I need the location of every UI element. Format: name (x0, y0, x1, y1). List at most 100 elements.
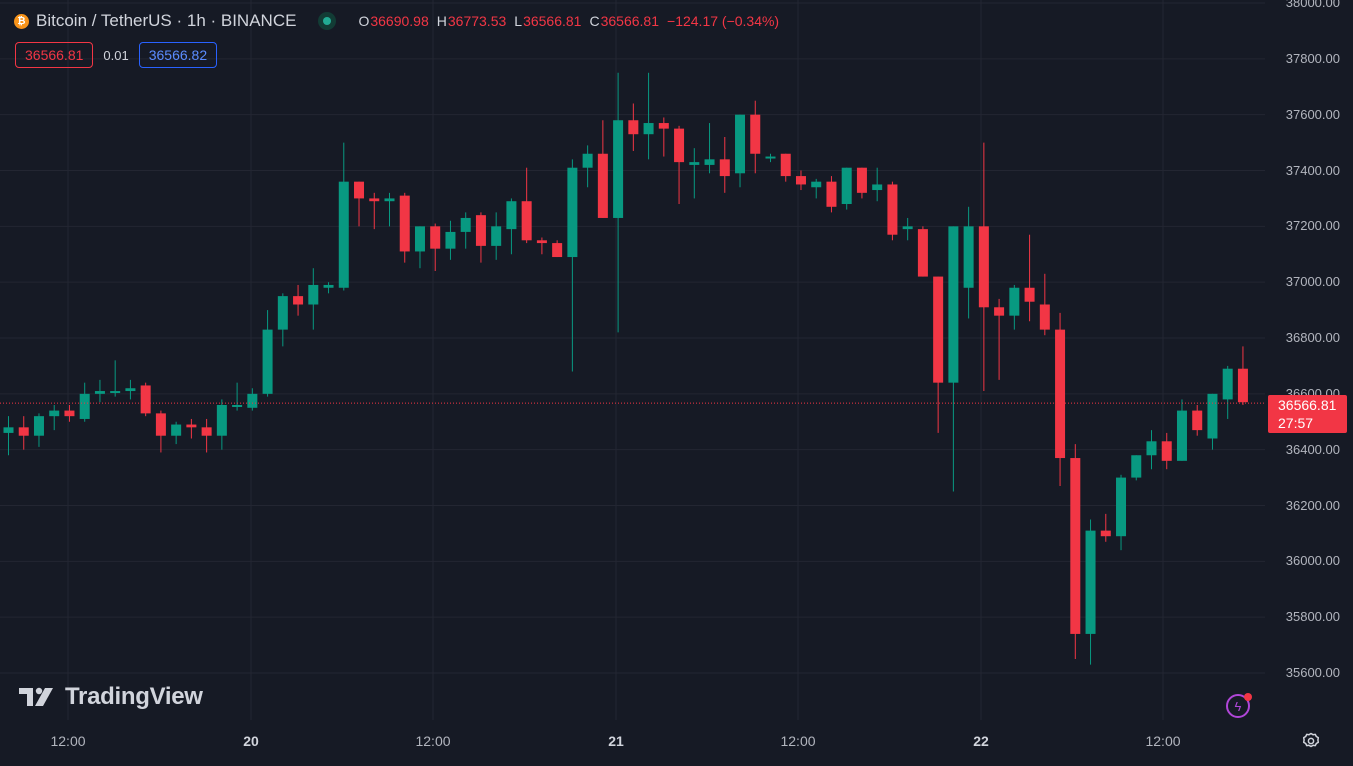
candle-down (475, 212, 486, 263)
price-axis-label: 37400.00 (1285, 162, 1340, 178)
candle-body (521, 201, 532, 241)
candle-up (79, 382, 90, 422)
sell-button[interactable]: 36566.81 (15, 42, 94, 68)
price-axis-label: 36200.00 (1285, 497, 1340, 513)
candle-body (994, 307, 1005, 316)
candle-body (1024, 287, 1035, 302)
price-axis-label: 37600.00 (1285, 106, 1340, 122)
candle-body (64, 410, 75, 417)
candle-body (1085, 530, 1096, 634)
candle-up (262, 310, 273, 397)
candle-body (338, 181, 349, 288)
market-open-indicator-icon[interactable] (318, 12, 337, 30)
candle-down (186, 418, 197, 439)
candle-body (323, 284, 334, 288)
candle-down (18, 416, 29, 450)
low-value: 36566.81 (523, 13, 582, 29)
candle-down (1039, 273, 1050, 336)
candle-down (1161, 432, 1172, 470)
candle-up (323, 282, 334, 294)
ohlc-values: O 36690.98 H 36773.53 L 36566.81 C 36566… (358, 13, 779, 29)
candle-body (567, 167, 578, 258)
candle-down (64, 405, 75, 422)
candle-body (765, 156, 776, 159)
candle-up (1176, 399, 1187, 461)
candle-up (1146, 430, 1157, 470)
candle-up (567, 159, 578, 372)
candle-down (719, 137, 730, 193)
candle-up (643, 72, 654, 160)
candle-body (1055, 329, 1066, 459)
candle-body (384, 198, 395, 202)
candle-up (1131, 455, 1142, 481)
candle-body (247, 393, 258, 408)
candle-body (155, 413, 166, 436)
candle-down (1100, 513, 1111, 542)
candle-up (1207, 393, 1218, 450)
candle-down (536, 237, 547, 255)
candle-down (1024, 234, 1035, 322)
candle-up (247, 388, 258, 411)
settings-gear-icon[interactable] (1301, 731, 1321, 751)
candle-body (552, 243, 563, 258)
candle-up (902, 217, 913, 241)
close-label: C (589, 13, 600, 29)
candle-up (689, 148, 700, 199)
candle-up (841, 167, 852, 210)
lightning-icon[interactable]: ϟ (1226, 694, 1250, 718)
candle-body (506, 201, 517, 230)
candle-body (795, 176, 806, 185)
time-axis-label: 20 (243, 733, 259, 749)
candle-body (110, 391, 121, 394)
candle-up (1116, 474, 1127, 551)
candle-body (841, 167, 852, 204)
candle-down (917, 226, 928, 277)
candle-up (33, 413, 44, 447)
candle-body (933, 276, 944, 383)
price-axis-label: 35800.00 (1285, 609, 1340, 625)
candle-down (155, 410, 166, 453)
candle-body (140, 385, 151, 414)
time-axis-label: 21 (608, 733, 624, 749)
chart-grid (0, 0, 1265, 720)
candle-body (1222, 368, 1233, 400)
candle-up (338, 142, 349, 291)
candle-body (582, 153, 593, 168)
candle-down (369, 192, 380, 230)
candle-up (125, 379, 136, 400)
price-axis-label: 37800.00 (1285, 50, 1340, 66)
change-value: −124.17 (−0.34%) (667, 13, 780, 29)
last-price-value: 36566.81 (1278, 397, 1337, 413)
candle-body (399, 195, 410, 252)
candle-down (1237, 346, 1248, 405)
candle-body (414, 226, 425, 252)
candle-up (460, 212, 471, 249)
tradingview-logo[interactable]: TradingView (19, 683, 203, 711)
symbol-title[interactable]: Bitcoin / TetherUS · 1h · BINANCE (36, 11, 297, 30)
candle-up (308, 268, 319, 330)
candle-body (643, 123, 654, 135)
time-axis-label: 12:00 (50, 733, 86, 749)
candle-body (948, 226, 959, 383)
candle-body (597, 153, 608, 218)
time-axis-label: 12:00 (780, 733, 816, 749)
candle-up (1009, 284, 1020, 330)
candle-body (125, 388, 136, 392)
candle-body (735, 114, 746, 174)
open-value: 36690.98 (370, 13, 429, 29)
candle-body (1237, 368, 1248, 403)
candle-down (1055, 312, 1066, 486)
candle-body (33, 416, 44, 436)
candle-body (216, 405, 227, 436)
candle-body (658, 123, 669, 129)
candle-body (475, 215, 486, 246)
candle-up (704, 123, 715, 174)
buy-button[interactable]: 36566.82 (138, 42, 218, 68)
candle-up (735, 114, 746, 188)
candle-down (399, 192, 410, 263)
candle-down (795, 170, 806, 191)
candle-down (780, 153, 791, 182)
candle-up (277, 293, 288, 347)
candle-body (872, 184, 883, 191)
